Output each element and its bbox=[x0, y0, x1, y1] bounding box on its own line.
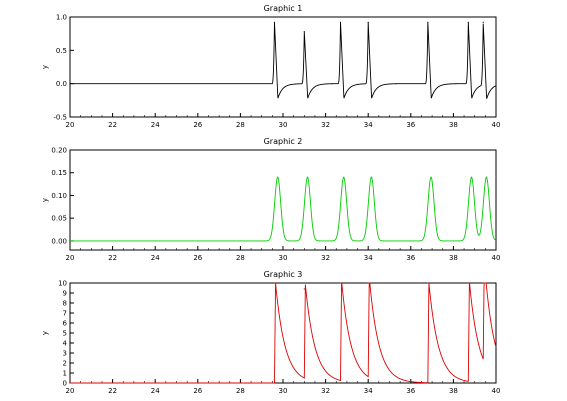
chart-panel-2: Graphic 2 20 22 24 26 28 30 32 34 36 38 40 0.00 0.05 0… bbox=[41, 137, 500, 262]
series-peak-point bbox=[303, 31, 305, 33]
y-tick-label: -0.5 bbox=[53, 114, 67, 122]
series-peak-point bbox=[470, 176, 473, 178]
x-tick-label: 26 bbox=[193, 121, 202, 129]
series-peak-point bbox=[273, 21, 276, 23]
x-tick-label: 26 bbox=[193, 387, 202, 395]
series-peak-point bbox=[306, 176, 309, 178]
series-peak-point bbox=[339, 21, 342, 23]
x-tick-label: 28 bbox=[236, 254, 245, 262]
x-tick-label: 24 bbox=[151, 387, 160, 395]
x-tick-label: 40 bbox=[492, 121, 501, 129]
y-tick-label: 2 bbox=[63, 360, 67, 368]
x-tick-label: 40 bbox=[492, 387, 501, 395]
chart-title: Graphic 3 bbox=[264, 270, 303, 279]
x-tick-label: 34 bbox=[364, 387, 373, 395]
series-peak-point bbox=[277, 176, 279, 178]
x-tick-label: 34 bbox=[364, 254, 373, 262]
series-peak-point bbox=[303, 288, 305, 290]
y-tick-label: 8 bbox=[63, 300, 67, 308]
y-tick-label: 1 bbox=[63, 370, 67, 378]
y-tick-label: 0.05 bbox=[51, 215, 67, 223]
x-tick-label: 34 bbox=[364, 121, 373, 129]
series-peak-point bbox=[482, 21, 484, 23]
x-tick-label: 38 bbox=[449, 254, 458, 262]
x-tick-label: 28 bbox=[236, 387, 245, 395]
y-tick-label: 0 bbox=[63, 380, 67, 388]
y-axis-label: y bbox=[41, 198, 49, 202]
x-tick-label: 30 bbox=[279, 254, 288, 262]
series-line-1 bbox=[70, 22, 497, 99]
series-peak-point bbox=[273, 282, 276, 284]
y-tick-label: 7 bbox=[63, 310, 67, 318]
series-peak-point bbox=[482, 282, 484, 284]
y-tick-label: 5 bbox=[63, 330, 67, 338]
x-tick-label: 38 bbox=[449, 387, 458, 395]
series-peak-point bbox=[367, 282, 369, 284]
x-tick-label: 30 bbox=[279, 387, 288, 395]
series-peak-point bbox=[427, 21, 429, 23]
x-tick-label: 32 bbox=[321, 254, 330, 262]
series-peak-point bbox=[343, 176, 345, 178]
x-tick-label: 22 bbox=[108, 387, 117, 395]
x-tick-label: 38 bbox=[449, 121, 458, 129]
series-peak-point bbox=[339, 282, 342, 284]
y-tick-label: 0.00 bbox=[51, 237, 67, 245]
chart-panel-1: Graphic 1 20 22 24 26 28 30 32 34 36 38 40 -0.5 0.0 0.… bbox=[41, 4, 500, 129]
series-peak-point bbox=[370, 176, 372, 178]
chart-panel-3: Graphic 320 22 24 26 28 30 32 34 36 38 40012345678… bbox=[41, 270, 500, 395]
series-peak-point bbox=[467, 282, 469, 284]
plot-frame bbox=[69, 149, 497, 251]
y-tick-label: 10 bbox=[58, 280, 67, 288]
x-tick-label: 20 bbox=[66, 121, 75, 129]
x-tick-label: 32 bbox=[321, 387, 330, 395]
y-axis-label: y bbox=[41, 65, 49, 69]
y-tick-label: 0.15 bbox=[51, 169, 67, 177]
x-tick-label: 40 bbox=[492, 254, 501, 262]
x-tick-label: 22 bbox=[108, 254, 117, 262]
y-tick-label: 3 bbox=[63, 350, 67, 358]
plot-frame bbox=[69, 16, 497, 118]
series-peak-point bbox=[430, 176, 432, 178]
series-peak-point bbox=[485, 176, 488, 178]
chart-title: Graphic 2 bbox=[264, 137, 303, 146]
y-tick-label: 4 bbox=[63, 340, 68, 348]
x-tick-label: 24 bbox=[151, 254, 160, 262]
plot-frame bbox=[69, 282, 497, 384]
chart-title: Graphic 1 bbox=[264, 4, 303, 13]
x-tick-label: 30 bbox=[279, 121, 288, 129]
y-tick-label: 1.0 bbox=[56, 14, 67, 22]
y-tick-label: 0.10 bbox=[51, 192, 67, 200]
series-peak-point bbox=[367, 21, 369, 23]
x-tick-label: 36 bbox=[406, 121, 415, 129]
y-tick-label: 6 bbox=[63, 320, 68, 328]
series-line-1 bbox=[70, 176, 497, 242]
x-tick-label: 32 bbox=[321, 121, 330, 129]
y-tick-label: 9 bbox=[63, 290, 67, 298]
x-tick-label: 20 bbox=[66, 387, 75, 395]
x-tick-label: 22 bbox=[108, 121, 117, 129]
x-tick-label: 26 bbox=[193, 254, 202, 262]
series-peak-point bbox=[467, 21, 469, 23]
x-tick-label: 28 bbox=[236, 121, 245, 129]
x-tick-label: 36 bbox=[406, 254, 415, 262]
y-axis-label: y bbox=[41, 331, 49, 335]
y-tick-label: 0.20 bbox=[51, 147, 67, 155]
series-peak-point bbox=[427, 282, 429, 284]
y-tick-label: 0.5 bbox=[56, 47, 67, 55]
x-tick-label: 20 bbox=[66, 254, 75, 262]
x-tick-label: 36 bbox=[406, 387, 415, 395]
x-tick-label: 24 bbox=[151, 121, 160, 129]
y-tick-label: 0.0 bbox=[56, 80, 67, 88]
series-line-1 bbox=[70, 282, 497, 384]
